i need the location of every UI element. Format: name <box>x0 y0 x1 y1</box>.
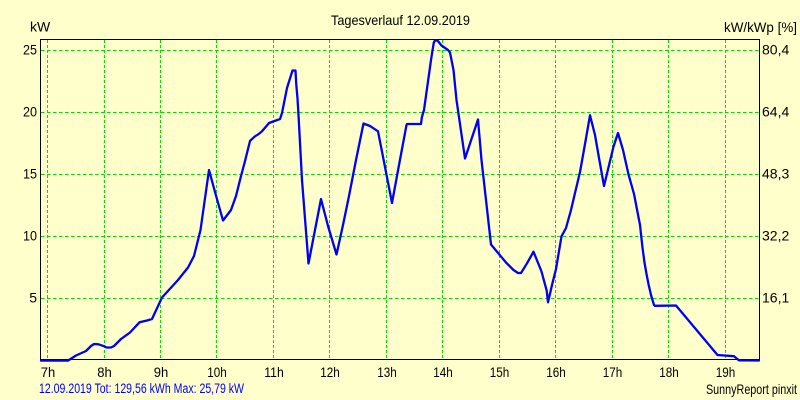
svg-text:64,4: 64,4 <box>762 104 789 120</box>
svg-text:48,3: 48,3 <box>762 166 789 182</box>
svg-text:8h: 8h <box>97 364 112 380</box>
svg-text:15h: 15h <box>490 364 510 380</box>
svg-text:18h: 18h <box>659 364 679 380</box>
svg-text:Tagesverlauf 12.09.2019: Tagesverlauf 12.09.2019 <box>331 12 470 28</box>
svg-text:80,4: 80,4 <box>762 42 789 58</box>
svg-text:20: 20 <box>23 104 37 120</box>
svg-text:7h: 7h <box>41 364 56 380</box>
svg-text:12.09.2019 Tot: 129,56 kWh Max: 12.09.2019 Tot: 129,56 kWh Max: 25,79 kW <box>39 381 244 396</box>
svg-text:5: 5 <box>29 290 37 306</box>
svg-text:10h: 10h <box>207 364 227 380</box>
svg-text:16h: 16h <box>546 364 566 380</box>
svg-text:17h: 17h <box>603 364 623 380</box>
svg-text:32,2: 32,2 <box>762 228 789 244</box>
svg-text:10: 10 <box>23 228 37 244</box>
svg-text:9h: 9h <box>154 364 169 380</box>
svg-text:13h: 13h <box>377 364 397 380</box>
svg-text:16,1: 16,1 <box>762 290 789 306</box>
svg-text:14h: 14h <box>433 364 453 380</box>
svg-text:kW: kW <box>30 19 51 35</box>
svg-text:kW/kWp [%]: kW/kWp [%] <box>724 19 797 35</box>
svg-text:19h: 19h <box>716 364 736 380</box>
svg-text:25: 25 <box>23 42 37 58</box>
svg-text:12h: 12h <box>320 364 340 380</box>
svg-text:SunnyReport pinxit: SunnyReport pinxit <box>706 381 797 397</box>
svg-text:15: 15 <box>23 166 37 182</box>
svg-text:11h: 11h <box>264 364 284 380</box>
